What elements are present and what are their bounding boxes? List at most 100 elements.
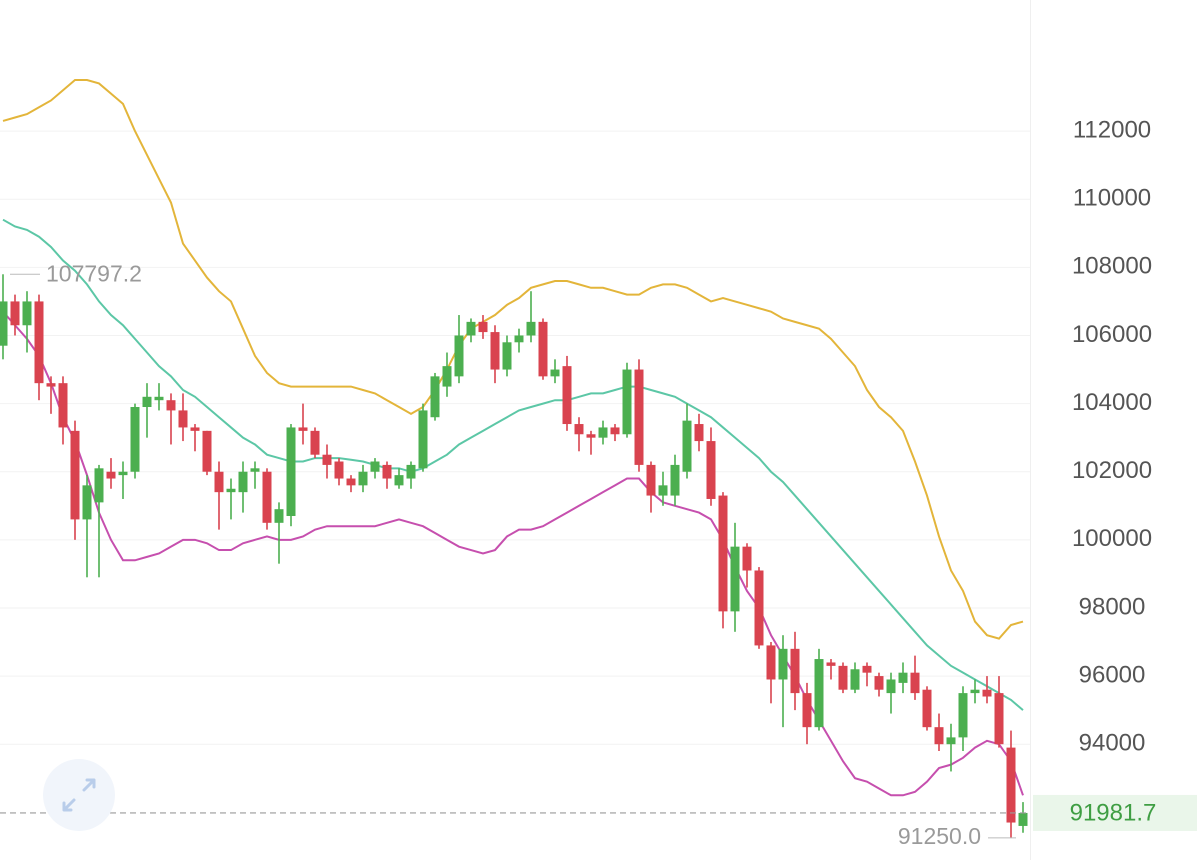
grid: 94000 96000 98000 100000 102000 104000 106000 1… <box>0 116 1152 757</box>
y-tick-label: 110000 <box>1073 185 1151 212</box>
candle-body <box>730 546 740 612</box>
candle-body <box>418 410 428 469</box>
candle-body <box>766 645 776 680</box>
candles <box>0 274 1028 838</box>
candle-body <box>706 441 716 499</box>
candle-body <box>754 570 764 646</box>
band-line <box>2 310 1024 797</box>
candle-body <box>538 321 548 377</box>
candle-body <box>274 509 284 523</box>
candle-body <box>658 485 668 496</box>
candle-body <box>202 430 212 472</box>
y-tick-label: 98000 <box>1079 593 1146 620</box>
candle-body <box>442 366 452 387</box>
candle-body <box>1006 747 1016 823</box>
candle-body <box>934 727 944 745</box>
candle-body <box>958 693 968 738</box>
candle-body <box>874 676 884 690</box>
candle-body <box>622 369 632 435</box>
candle-body <box>814 659 824 728</box>
candle-body <box>982 689 992 697</box>
candle-body <box>394 475 404 486</box>
candle-body <box>862 665 872 673</box>
candle-body <box>790 648 800 694</box>
candle-body <box>334 461 344 479</box>
bands <box>2 79 1024 797</box>
candle-body <box>550 369 560 377</box>
candle-body <box>286 427 296 516</box>
candle-body <box>130 407 140 472</box>
candle-body <box>346 478 356 486</box>
candle-body <box>742 546 752 571</box>
candle-body <box>454 335 464 377</box>
candle-body <box>466 321 476 336</box>
candle-body <box>838 665 848 690</box>
candle-body <box>0 301 8 346</box>
expand-button[interactable] <box>43 759 115 831</box>
candle-body <box>226 488 236 493</box>
last-price-label: 91981.7 <box>1070 799 1157 826</box>
candle-body <box>994 693 1004 745</box>
band-line <box>2 218 1024 711</box>
y-tick-label: 108000 <box>1072 253 1152 280</box>
candle-body <box>634 369 644 465</box>
candle-body <box>826 662 836 666</box>
candle-body <box>502 342 512 370</box>
candle-body <box>598 427 608 438</box>
candle-body <box>562 366 572 425</box>
candle-body <box>898 672 908 683</box>
candle-body <box>514 335 524 343</box>
y-tick-label: 102000 <box>1072 457 1152 484</box>
candle-body <box>970 689 980 694</box>
candle-body <box>694 424 704 442</box>
candle-body <box>946 737 956 745</box>
expand-icon[interactable] <box>62 778 96 812</box>
band-line <box>2 79 1024 640</box>
candle-body <box>82 485 92 520</box>
candle-body <box>154 396 164 401</box>
candle-body <box>682 420 692 472</box>
candle-body <box>574 424 584 435</box>
candle-body <box>70 430 80 520</box>
candle-body <box>310 430 320 455</box>
candle-body <box>610 427 620 435</box>
y-tick-label: 100000 <box>1072 525 1152 552</box>
candle-body <box>58 383 68 428</box>
y-tick-label: 104000 <box>1072 389 1152 416</box>
candle-body <box>406 464 416 479</box>
candle-body <box>94 468 104 503</box>
last-price-box <box>1033 794 1197 831</box>
candle-body <box>34 301 44 384</box>
candle-body <box>670 464 680 496</box>
candle-body <box>298 427 308 431</box>
candle-body <box>46 383 56 387</box>
candle-body <box>646 464 656 496</box>
candle-body <box>10 301 20 326</box>
candle-body <box>178 410 188 428</box>
candle-body <box>118 471 128 476</box>
candle-body <box>262 471 272 523</box>
y-tick-label: 96000 <box>1079 661 1146 688</box>
candle-body <box>910 672 920 694</box>
candle-body <box>922 689 932 728</box>
candle-body <box>586 434 596 438</box>
candle-body <box>526 321 536 336</box>
candle-body <box>106 471 116 479</box>
y-tick-label: 106000 <box>1072 321 1152 348</box>
candle-body <box>166 400 176 411</box>
candle-body <box>1018 812 1028 826</box>
candle-body <box>238 471 248 493</box>
candle-body <box>142 396 152 408</box>
candle-body <box>778 648 788 680</box>
y-tick-label: 94000 <box>1079 730 1146 757</box>
overlay: 107797.2 91250.0 91981.7 <box>0 260 1197 849</box>
y-tick-label: 112000 <box>1073 116 1151 143</box>
expand-button-bg[interactable] <box>43 759 115 831</box>
max-label: 107797.2 <box>46 260 142 286</box>
candle-body <box>430 376 440 418</box>
candle-body <box>190 427 200 431</box>
candle-body <box>886 679 896 694</box>
candle-body <box>358 471 368 486</box>
candle-body <box>718 495 728 612</box>
